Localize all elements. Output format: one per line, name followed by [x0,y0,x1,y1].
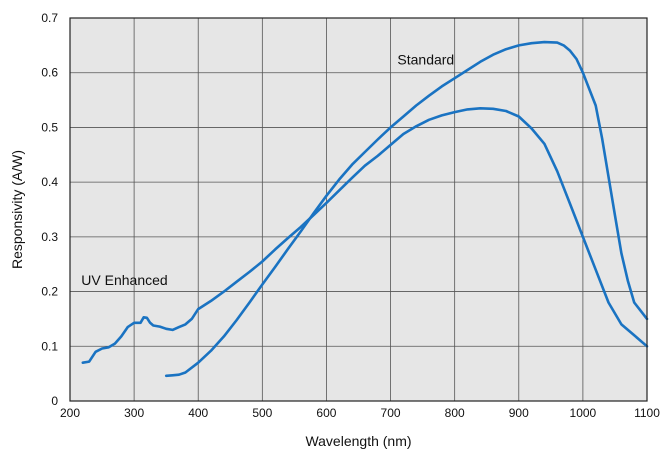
x-tick-label: 300 [124,406,144,420]
series-layer [81,40,649,378]
x-axis-label: Wavelength (nm) [305,433,411,449]
y-tick-label: 0.6 [41,66,58,80]
plot-frame [69,17,648,402]
grid-lines [70,18,647,401]
series-line-standard [164,40,649,378]
x-axis-ticks: 200 300 400 500 600 700 800 900 1000 1100 [60,406,660,420]
y-tick-label: 0.7 [41,11,58,25]
x-tick-label: 800 [445,406,465,420]
series-line-uv-enhanced [81,107,649,364]
x-tick-label: 1100 [634,406,660,420]
y-tick-label: 0.2 [41,285,58,299]
annotation-uv-enhanced: UV Enhanced [81,272,167,288]
y-tick-label: 0.3 [41,230,58,244]
x-tick-label: 400 [188,406,208,420]
x-tick-label: 700 [381,406,401,420]
plot-area [70,18,647,401]
y-axis-label: Responsivity (A/W) [9,150,25,269]
x-tick-label: 200 [60,406,80,420]
y-tick-label: 0.4 [41,175,58,189]
y-tick-label: 0.5 [41,120,58,134]
x-tick-label: 500 [252,406,272,420]
x-tick-label: 1000 [570,406,597,420]
y-tick-label: 0.1 [41,339,58,353]
annotation-standard: Standard [397,52,454,68]
y-tick-label: 0 [51,394,58,408]
x-tick-label: 600 [316,406,336,420]
y-axis-ticks: 0 0.1 0.2 0.3 0.4 0.5 0.6 0.7 [41,11,58,408]
x-tick-label: 900 [509,406,529,420]
